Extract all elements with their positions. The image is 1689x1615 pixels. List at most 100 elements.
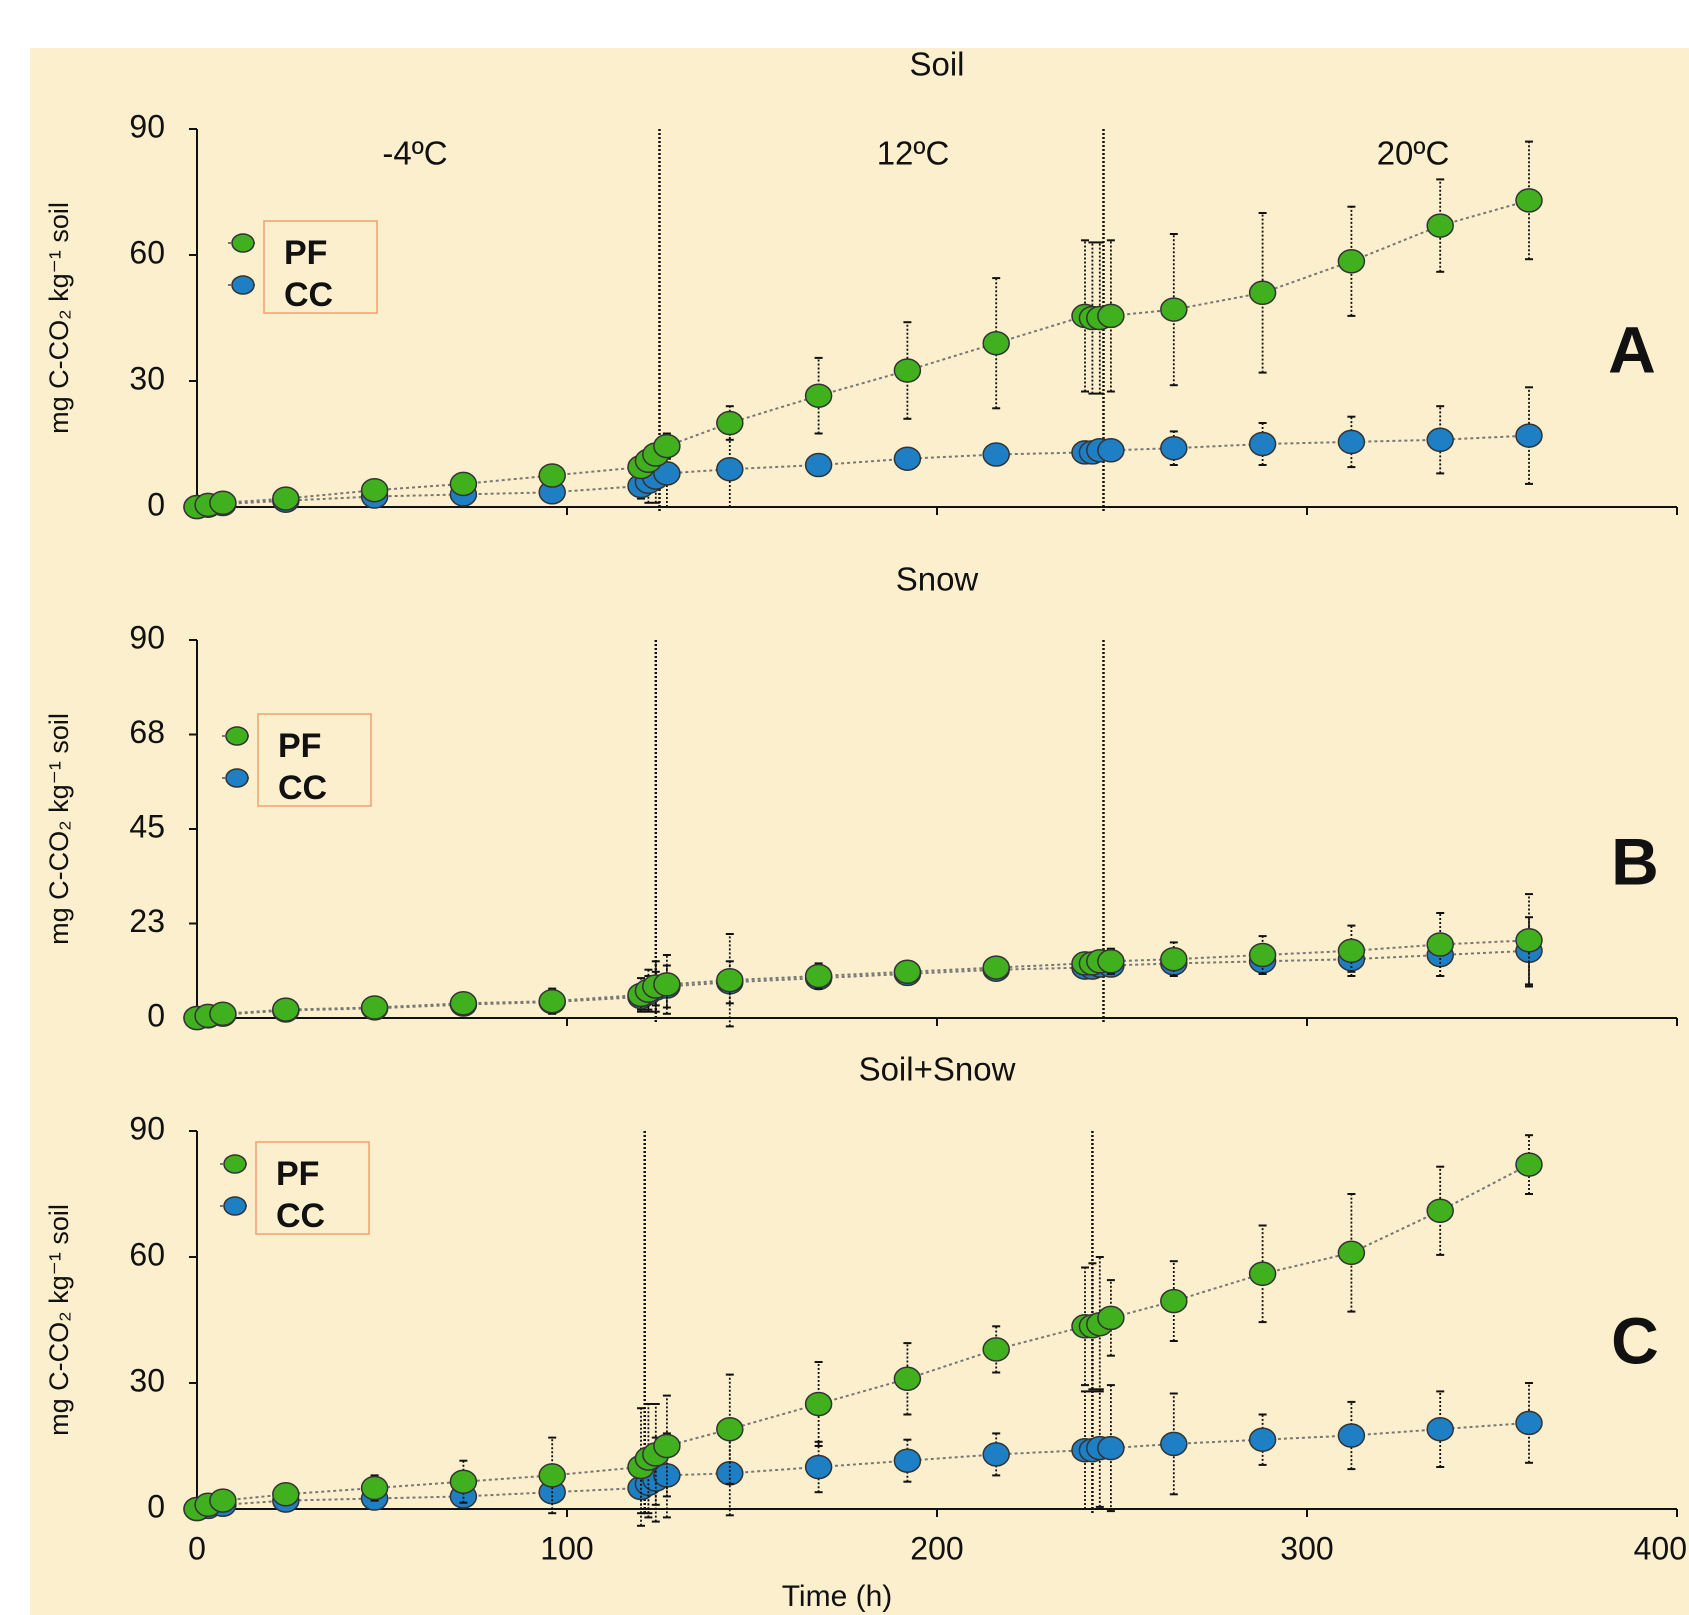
y-tick-label: 90 [129, 108, 165, 144]
error-bar [1347, 1193, 1356, 1313]
data-point [1248, 1427, 1277, 1452]
y-tick-label: 0 [147, 1488, 165, 1524]
data-point [653, 461, 681, 486]
data-point [1337, 1240, 1366, 1266]
legend-label: PF [276, 1155, 319, 1193]
series-line [196, 434, 1530, 508]
data-point [1426, 427, 1454, 453]
data-point [1160, 1288, 1188, 1314]
error-bar [1436, 912, 1445, 977]
data-point [982, 955, 1010, 980]
panel-label: A [1608, 312, 1656, 386]
data-point [1160, 435, 1188, 461]
legend-box [257, 713, 372, 807]
data-point [538, 1463, 566, 1488]
data-point [272, 486, 300, 511]
panel-label: C [1611, 1303, 1659, 1377]
legend-label: CC [278, 769, 327, 807]
data-point [893, 358, 922, 383]
legend-marker [231, 233, 255, 253]
data-point [538, 988, 566, 1014]
y-axis-label: mg C-CO₂ kg⁻¹ soil [44, 713, 74, 945]
y-tick-label: 23 [129, 903, 165, 939]
legend-label: PF [284, 234, 327, 272]
series-line [196, 1421, 1530, 1510]
data-point [653, 1433, 681, 1459]
error-bar [644, 1403, 653, 1515]
x-tick-label: 300 [1280, 1530, 1333, 1566]
x-tick-label: 400 [1634, 1530, 1687, 1566]
data-point [893, 959, 922, 985]
data-point [1097, 949, 1125, 974]
y-tick-label: 60 [129, 1236, 165, 1272]
error-bar [725, 933, 734, 1028]
y-axis-label: mg C-CO₂ kg⁻¹ soil [44, 1204, 74, 1436]
data-point [716, 1416, 744, 1442]
data-point [893, 446, 922, 471]
y-axis-label: mg C-CO₂ kg⁻¹ soil [44, 202, 74, 434]
error-bar [1258, 935, 1267, 975]
background [30, 48, 1689, 1615]
data-point [716, 967, 744, 993]
data-point [1160, 1431, 1188, 1457]
error-bar [903, 1342, 912, 1416]
chart-title: Soil+Snow [859, 1051, 1016, 1088]
data-point [893, 1448, 922, 1473]
data-point [804, 1391, 833, 1417]
y-tick-label: 30 [129, 1362, 165, 1398]
error-bar [1169, 233, 1178, 387]
legend-marker [225, 726, 249, 746]
y-tick-label: 60 [129, 234, 165, 270]
error-bar [1436, 178, 1445, 273]
data-point [1248, 280, 1277, 306]
error-bar [1169, 1260, 1178, 1342]
x-tick-label: 200 [910, 1530, 963, 1566]
y-tick-label: 0 [147, 997, 165, 1033]
error-bar [1106, 239, 1115, 393]
error-bar [1081, 1390, 1089, 1510]
data-point [272, 1482, 300, 1507]
data-point [1248, 1261, 1277, 1287]
legend-marker [231, 275, 255, 295]
error-bar [1095, 1388, 1104, 1508]
data-point [1160, 946, 1188, 972]
temperature-label: 20ºC [1377, 135, 1450, 172]
error-bar [1258, 212, 1267, 374]
data-point [804, 452, 833, 478]
data-point [1248, 942, 1277, 968]
data-point [1097, 303, 1125, 329]
chart-title: Soil [909, 46, 964, 83]
legend-marker [225, 768, 249, 788]
error-bar [1095, 241, 1104, 395]
data-point [1515, 1410, 1543, 1436]
series-line [196, 1163, 1530, 1510]
error-bar [1169, 1392, 1178, 1496]
data-point [1337, 938, 1366, 964]
data-point [982, 330, 1010, 356]
data-point [1426, 1198, 1454, 1224]
data-point [449, 1469, 478, 1494]
x-tick-label: 100 [540, 1530, 593, 1566]
data-point [893, 1366, 922, 1392]
data-point [1097, 1435, 1125, 1461]
x-tick-label: 0 [188, 1530, 206, 1566]
y-tick-label: 30 [129, 360, 165, 396]
data-point [1097, 438, 1125, 463]
data-point [360, 995, 389, 1020]
data-point [653, 433, 681, 459]
data-point [1097, 1305, 1125, 1331]
y-tick-label: 90 [129, 619, 165, 655]
data-point [360, 477, 389, 503]
data-point [1515, 928, 1543, 953]
data-point [716, 410, 744, 436]
data-point [538, 463, 566, 488]
legend-label: CC [276, 1197, 325, 1235]
series-line [196, 939, 1530, 1019]
legend-label: CC [284, 276, 333, 314]
data-point [804, 963, 833, 989]
error-bar [725, 1373, 734, 1485]
series-line [196, 199, 1530, 508]
legend-marker [223, 1154, 247, 1174]
data-point [1337, 1423, 1366, 1448]
legend-marker [223, 1196, 247, 1216]
